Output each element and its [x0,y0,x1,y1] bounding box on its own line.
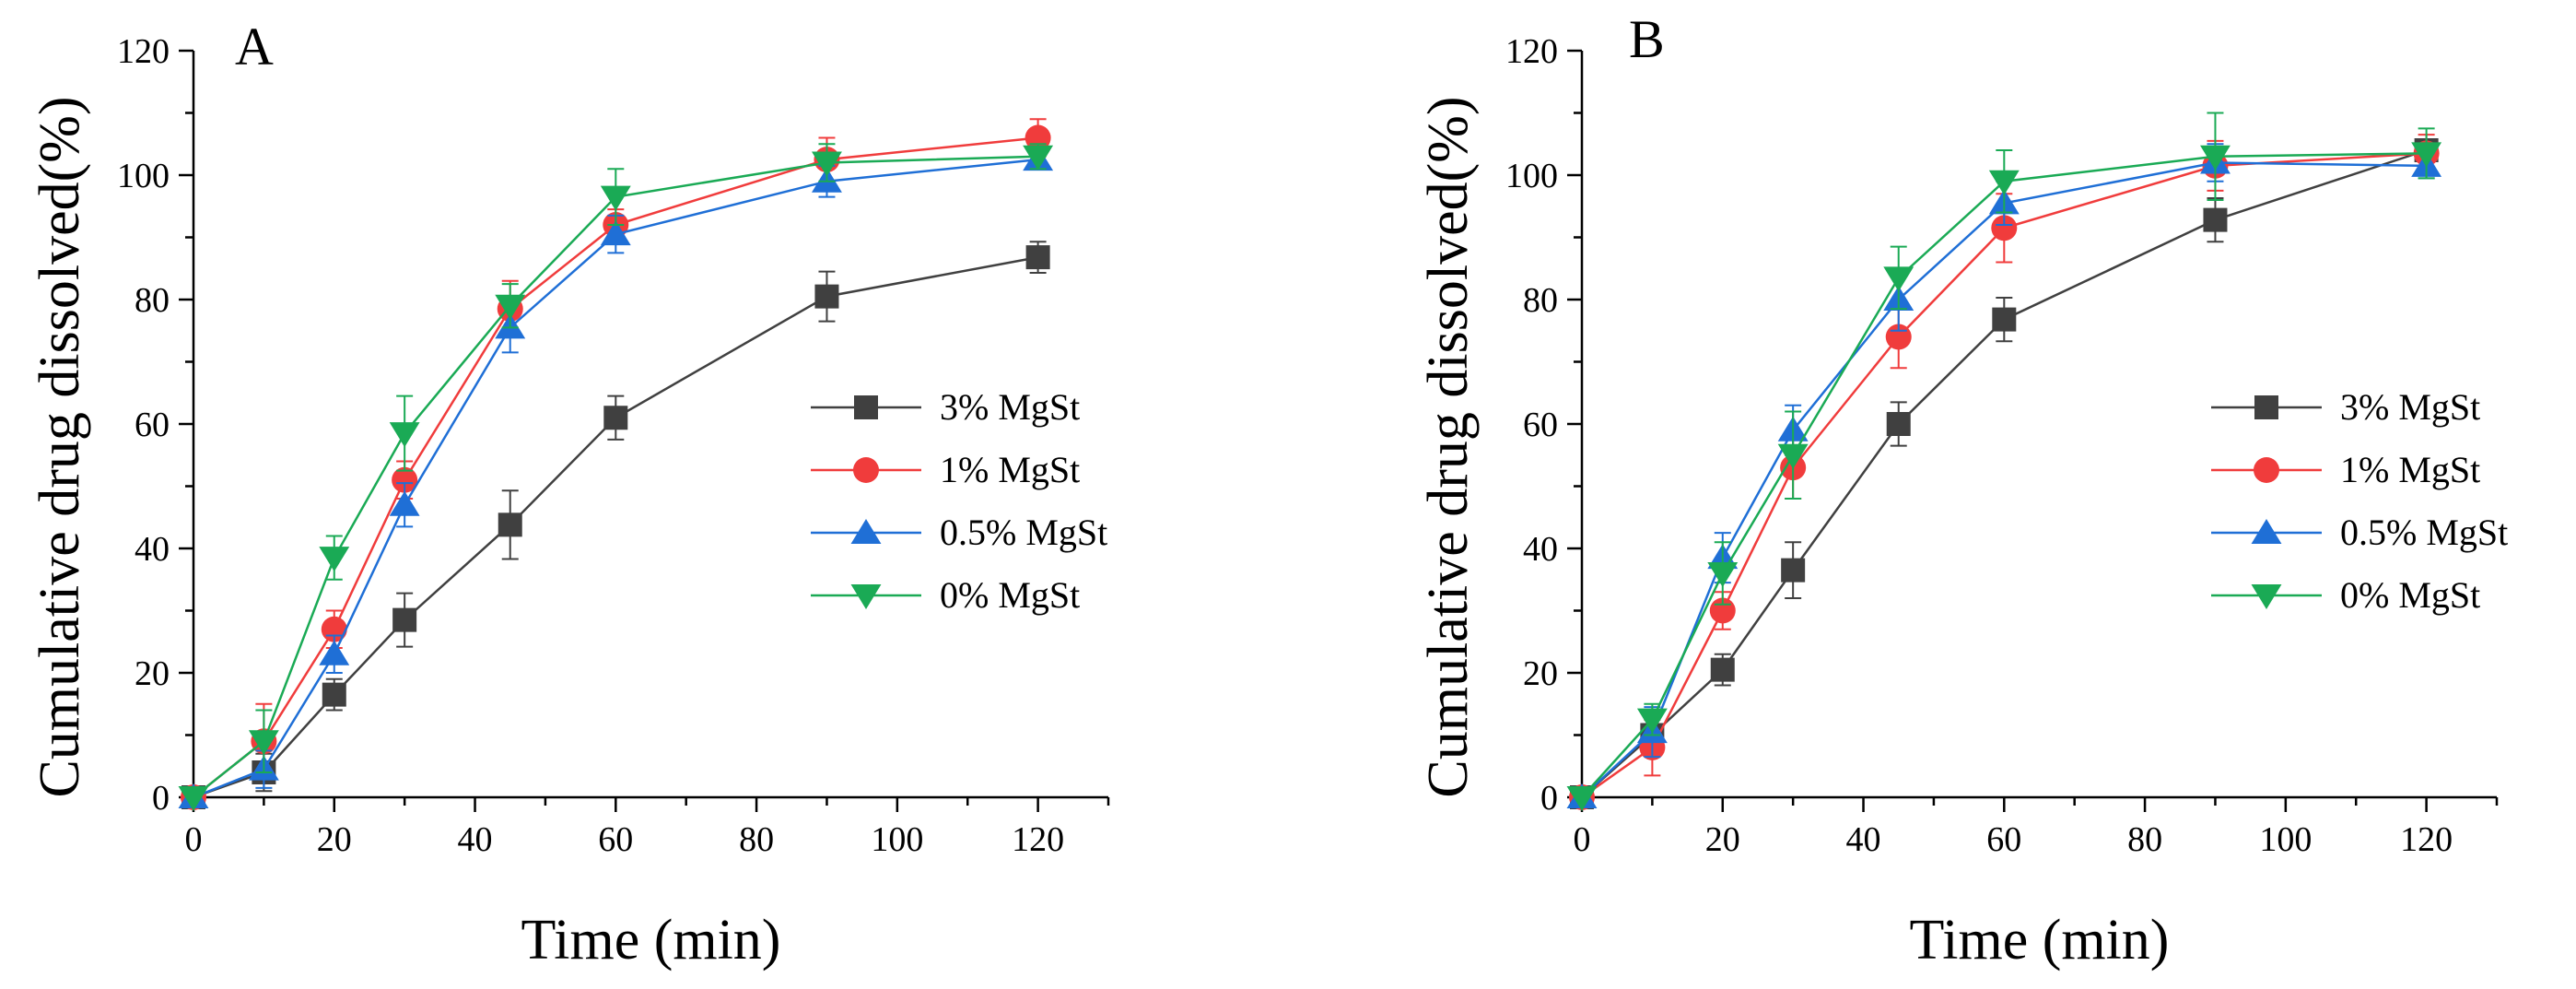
y-tick-label: 40 [135,530,170,569]
x-tick-label: 120 [2400,820,2453,859]
y-tick-label: 80 [135,281,170,320]
legend-entry: 1% MgSt [2340,449,2480,490]
data-point [2203,207,2228,232]
data-point [389,490,420,516]
legend-entry: 1% MgSt [940,449,1080,490]
data-point [322,682,346,707]
data-point [1636,708,1668,734]
panel-label: A [235,17,274,77]
series-1-mgst [1569,134,2440,810]
x-tick-label: 80 [2127,820,2162,859]
legend-marker [2251,519,2282,544]
y-tick-label: 20 [1523,654,1558,693]
data-point [1988,170,2020,195]
data-point [319,640,350,665]
series-0-mgst [178,143,1054,811]
legend-marker [2254,395,2278,419]
y-tick-label: 0 [1540,779,1558,818]
chart-panel-b: 0 20 40 60 80 100 120 0 20 40 60 80 100 120 Time (min)… [1417,9,2508,971]
data-point [389,422,420,448]
data-point [1777,443,1809,469]
series-0-5-mgst [178,146,1054,808]
data-point [1992,307,2017,332]
series-line [193,136,1038,798]
legend: 3% MgSt 1% MgSt 0.5% MgSt 0% MgSt [811,386,1107,616]
y-tick-label: 120 [1505,32,1558,71]
x-tick-label: 60 [598,820,633,859]
data-point [814,284,839,309]
x-tick-label: 60 [1986,820,2021,859]
x-tick-label: 100 [2259,820,2312,859]
x-axis-title: Time (min) [1910,909,2170,971]
x-tick-label: 120 [1012,820,1064,859]
series-3-mgst [181,241,1050,809]
data-point [1883,266,1914,292]
y-axis-title: Cumulative drug dissolved(%) [1417,96,1480,797]
data-point [1023,145,1054,171]
data-point [812,151,842,177]
legend-marker [2254,457,2279,483]
y-tick-label: 40 [1523,530,1558,569]
legend-marker [2251,584,2282,609]
data-point [603,406,628,430]
y-tick-label: 20 [135,654,170,693]
y-tick-label: 100 [1505,157,1558,195]
y-tick-label: 0 [152,779,170,818]
series-line [193,158,1038,799]
x-tick-label: 20 [317,820,352,859]
legend-entry: 0.5% MgSt [940,512,1107,553]
chart-panel-a: 0 20 40 60 80 100 120 0 20 40 60 80 100 120 Time (min)… [29,17,1110,971]
data-point [498,512,522,537]
data-point [600,220,631,246]
legend-entry: 0% MgSt [940,574,1080,616]
x-tick-label: 0 [1574,820,1591,859]
legend: 3% MgSt 1% MgSt 0.5% MgSt 0% MgSt [2211,386,2508,616]
legend-entry: 0% MgSt [2340,574,2480,616]
panel-label: B [1629,9,1665,69]
data-point [1781,558,1806,583]
x-axis-title: Time (min) [521,909,781,971]
x-tick-label: 20 [1705,820,1740,859]
x-tick-label: 80 [739,820,774,859]
data-point [1707,562,1739,587]
data-point [178,786,209,811]
legend-entry: 0.5% MgSt [2340,512,2508,553]
series-line [1581,152,2427,798]
data-point [392,607,417,632]
series-0-mgst [1566,112,2442,811]
data-point [1886,412,1911,436]
series-line [1581,152,2427,799]
legend-marker [850,519,882,544]
y-tick-label: 80 [1523,281,1558,320]
data-point [495,294,526,320]
x-tick-label: 40 [458,820,493,859]
y-tick-label: 120 [117,32,170,71]
data-point [319,547,350,572]
data-point [392,466,418,493]
y-axis-title: Cumulative drug dissolved(%) [29,96,91,797]
data-point [1025,245,1050,270]
data-point [1991,215,2018,241]
data-point [248,730,279,756]
legend-marker [850,584,882,609]
y-tick-label: 60 [135,406,170,444]
data-point [2411,142,2442,168]
x-tick-label: 0 [185,820,203,859]
x-tick-label: 40 [1846,820,1881,859]
data-point [2200,145,2231,171]
legend-entry: 3% MgSt [2340,386,2480,428]
x-tick-label: 100 [871,820,923,859]
series-line [193,155,1038,798]
series-line [193,255,1038,799]
legend-marker [854,395,878,419]
y-tick-label: 100 [117,157,170,195]
data-point [1710,657,1735,682]
data-point [600,185,631,211]
legend-marker [853,457,879,483]
legend-entry: 3% MgSt [940,386,1080,428]
y-tick-label: 60 [1523,406,1558,444]
data-point [1566,786,1598,811]
